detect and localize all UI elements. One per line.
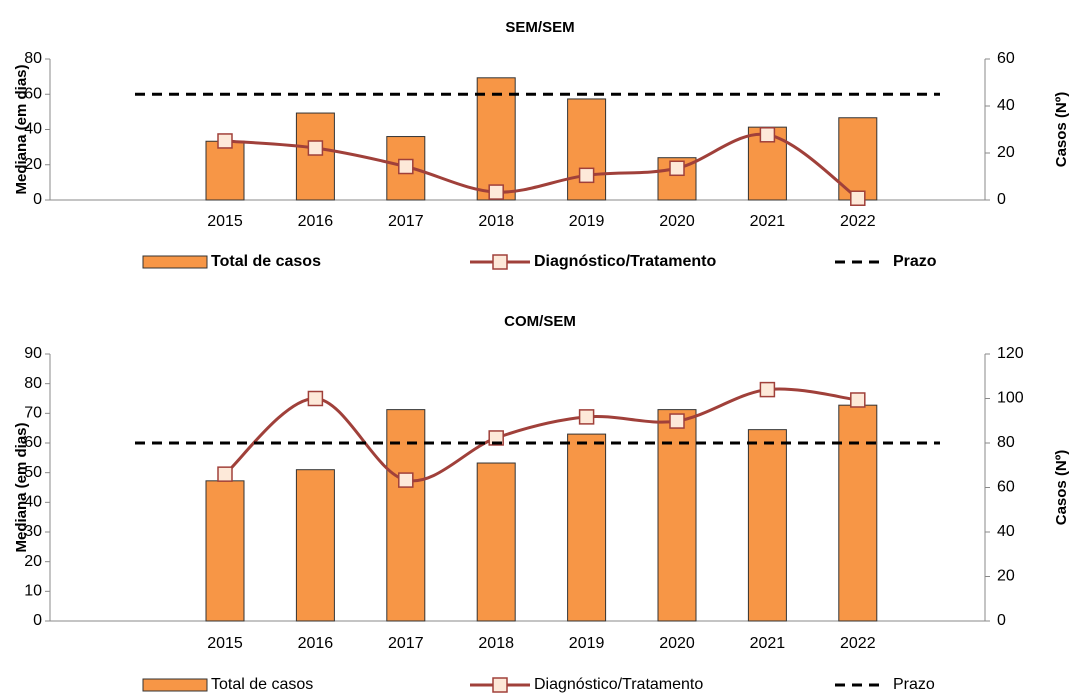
- bar: [657, 409, 697, 622]
- x-tick-label: 2016: [298, 635, 334, 652]
- y-tick-label: 60: [24, 434, 42, 451]
- x-tick-label: 2021: [750, 635, 786, 652]
- legend-label: Prazo: [893, 676, 935, 693]
- y2-tick-label: 20: [997, 568, 1015, 585]
- y-tick-label: 80: [24, 375, 42, 392]
- x-tick-label: 2016: [298, 213, 334, 230]
- y2-tick-label: 40: [997, 97, 1015, 114]
- y-tick-label: 40: [24, 121, 42, 138]
- y-tick-label: 70: [24, 405, 42, 422]
- y2-tick-label: 20: [997, 144, 1015, 161]
- x-tick-label: 2017: [388, 213, 424, 230]
- x-tick-label: 2021: [750, 213, 786, 230]
- legend-marker: [492, 254, 508, 270]
- bar: [476, 77, 516, 201]
- y-tick-label: 50: [24, 464, 42, 481]
- bar: [295, 112, 335, 201]
- legend-label: Total de casos: [211, 676, 313, 693]
- marker: [307, 390, 324, 407]
- y2-tick-label: 120: [997, 345, 1024, 362]
- x-tick-label: 2018: [478, 213, 514, 230]
- marker: [398, 472, 414, 488]
- bar: [295, 469, 335, 622]
- bar: [747, 429, 787, 622]
- bar: [205, 480, 245, 622]
- marker: [488, 430, 504, 446]
- marker: [850, 190, 866, 206]
- y2-tick-label: 40: [997, 523, 1015, 540]
- y2-tick-label: 80: [997, 434, 1015, 451]
- x-tick-label: 2020: [659, 213, 695, 230]
- legend-marker: [492, 677, 508, 693]
- y2-tick-label: 60: [997, 479, 1015, 496]
- bar: [476, 462, 516, 622]
- x-tick-label: 2020: [659, 635, 695, 652]
- bar: [567, 433, 607, 622]
- y2-tick-label: 100: [997, 390, 1024, 407]
- marker: [759, 381, 776, 398]
- marker: [307, 140, 324, 156]
- y-axis-title: Mediana (em dias): [13, 64, 30, 194]
- x-tick-label: 2017: [388, 635, 424, 652]
- x-tick-label: 2022: [840, 213, 876, 230]
- x-tick-label: 2018: [478, 635, 514, 652]
- marker: [669, 160, 685, 177]
- legend-label: Prazo: [893, 253, 937, 270]
- y-tick-label: 90: [24, 345, 42, 362]
- y-tick-label: 80: [24, 50, 42, 67]
- bar: [386, 409, 426, 622]
- marker: [488, 184, 504, 200]
- y-tick-label: 40: [24, 494, 42, 511]
- marker: [217, 133, 233, 149]
- legend-label: Diagnóstico/Tratamento: [534, 676, 703, 693]
- legend-label: Diagnóstico/Tratamento: [534, 253, 716, 270]
- x-tick-label: 2022: [840, 635, 876, 652]
- marker: [578, 409, 595, 425]
- legend-swatch: [142, 255, 208, 269]
- marker: [578, 167, 595, 184]
- x-tick-label: 2015: [207, 213, 243, 230]
- y-tick-label: 20: [24, 553, 42, 570]
- y2-axis-title: Casos (Nº): [1053, 450, 1070, 526]
- legend-swatch: [142, 678, 208, 692]
- y2-tick-label: 60: [997, 50, 1015, 67]
- legend-label: Total de casos: [211, 253, 321, 270]
- x-tick-label: 2019: [569, 213, 605, 230]
- y2-tick-label: 0: [997, 612, 1006, 629]
- y2-axis-title: Casos (Nº): [1053, 92, 1070, 168]
- y-tick-label: 0: [33, 191, 42, 208]
- y-tick-label: 30: [24, 523, 42, 540]
- bar: [205, 140, 245, 201]
- bar: [567, 98, 607, 201]
- marker: [669, 413, 685, 429]
- chart: SEM/SEM Mediana (em dias) Casos (Nº) 0 20 40 6…: [13, 19, 1070, 270]
- x-tick-label: 2015: [207, 635, 243, 652]
- y-axis-title: Mediana (em dias): [13, 422, 30, 552]
- y2-tick-label: 0: [997, 191, 1006, 208]
- y-tick-label: 10: [24, 583, 42, 600]
- chart-title: COM/SEM: [504, 313, 576, 330]
- marker: [398, 158, 414, 175]
- chart: COM/SEM Mediana (em dias) Casos (Nº) 0 10 20 3…: [13, 313, 1070, 693]
- marker: [759, 127, 776, 143]
- bar: [838, 404, 878, 622]
- y-tick-label: 20: [24, 156, 42, 173]
- marker: [217, 466, 233, 482]
- y-tick-label: 60: [24, 85, 42, 102]
- y-tick-label: 0: [33, 612, 42, 629]
- x-tick-label: 2019: [569, 635, 605, 652]
- marker: [850, 392, 866, 408]
- chart-title: SEM/SEM: [505, 19, 574, 36]
